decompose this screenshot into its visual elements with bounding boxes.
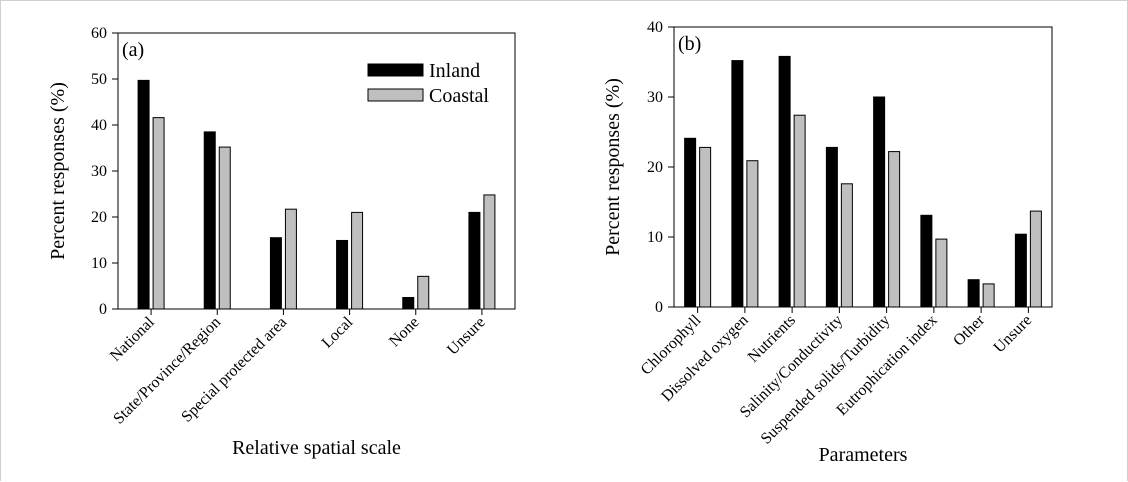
y-tick-label: 30 bbox=[647, 89, 663, 106]
bar-inland-suspended-solids-turbidity bbox=[873, 96, 886, 308]
x-category-label: State/Province/Region bbox=[110, 314, 224, 428]
panel-label: (a) bbox=[122, 39, 144, 61]
bar-coastal-unsure bbox=[483, 194, 496, 310]
y-tick-label: 0 bbox=[99, 301, 107, 318]
x-category-label: Unsure bbox=[991, 312, 1036, 357]
bar-inland-chlorophyll bbox=[684, 137, 697, 308]
bar-inland-salinity-conductivity bbox=[825, 146, 838, 308]
legend: Inland Coastal bbox=[367, 60, 489, 107]
bar-coastal-state-province-region bbox=[218, 146, 231, 310]
bar-inland-state-province-region bbox=[203, 131, 216, 310]
y-tick-label: 50 bbox=[91, 71, 107, 88]
x-axis-label: Parameters bbox=[819, 444, 908, 466]
y-tick-label: 20 bbox=[647, 159, 663, 176]
legend-swatch-inland bbox=[367, 63, 424, 77]
bar-inland-dissolved-oxygen bbox=[731, 60, 744, 308]
bar-inland-eutrophication-index bbox=[920, 214, 933, 308]
bar-inland-local bbox=[336, 239, 349, 310]
x-axis-label: Relative spatial scale bbox=[232, 437, 401, 459]
legend-label-coastal: Coastal bbox=[429, 85, 489, 107]
legend-swatch-coastal bbox=[367, 88, 424, 102]
bar-coastal-special-protected-area bbox=[284, 208, 297, 310]
bar-inland-special-protected-area bbox=[269, 237, 282, 310]
bar-inland-unsure bbox=[1014, 233, 1027, 308]
plot-frame bbox=[673, 26, 1053, 308]
legend-label-inland: Inland bbox=[429, 60, 480, 82]
bar-coastal-unsure bbox=[1029, 210, 1042, 308]
y-tick-label: 10 bbox=[647, 229, 663, 246]
bar-coastal-chlorophyll bbox=[699, 146, 712, 308]
bar-coastal-none bbox=[417, 275, 430, 310]
bar-inland-none bbox=[402, 297, 415, 310]
bar-coastal-nutrients bbox=[793, 114, 806, 308]
bar-inland-other bbox=[967, 279, 980, 308]
y-tick-label: 20 bbox=[91, 209, 107, 226]
bar-coastal-other bbox=[982, 283, 995, 308]
bar-coastal-eutrophication-index bbox=[935, 238, 948, 308]
x-category-label: Unsure bbox=[444, 314, 489, 359]
bar-coastal-suspended-solids-turbidity bbox=[888, 151, 901, 308]
bar-coastal-national bbox=[152, 117, 165, 310]
bar-coastal-salinity-conductivity bbox=[840, 183, 853, 308]
y-tick-label: 10 bbox=[91, 255, 107, 272]
bar-inland-unsure bbox=[468, 211, 481, 310]
y-tick-label: 0 bbox=[655, 299, 663, 316]
bar-coastal-dissolved-oxygen bbox=[746, 160, 759, 308]
bar-inland-national bbox=[137, 79, 150, 310]
x-category-label: National bbox=[107, 313, 158, 364]
y-tick-label: 40 bbox=[91, 117, 107, 134]
x-category-label: None bbox=[386, 314, 423, 351]
bar-coastal-local bbox=[351, 211, 364, 310]
y-axis-label: Percent responses (%) bbox=[602, 78, 624, 256]
panel-label: (b) bbox=[678, 33, 701, 55]
y-tick-label: 40 bbox=[647, 19, 663, 36]
y-axis-label: Percent responses (%) bbox=[47, 82, 69, 260]
y-tick-label: 60 bbox=[91, 25, 107, 42]
chart-panel-1: 0 10 20 30 40 50 60 NationalState/Province/Regi… bbox=[47, 25, 516, 459]
x-category-label: Local bbox=[319, 313, 357, 351]
x-category-label: Dissolved oxygen bbox=[658, 312, 751, 405]
bar-inland-nutrients bbox=[778, 55, 791, 308]
y-tick-label: 30 bbox=[91, 163, 107, 180]
x-category-label: Other bbox=[950, 311, 988, 349]
